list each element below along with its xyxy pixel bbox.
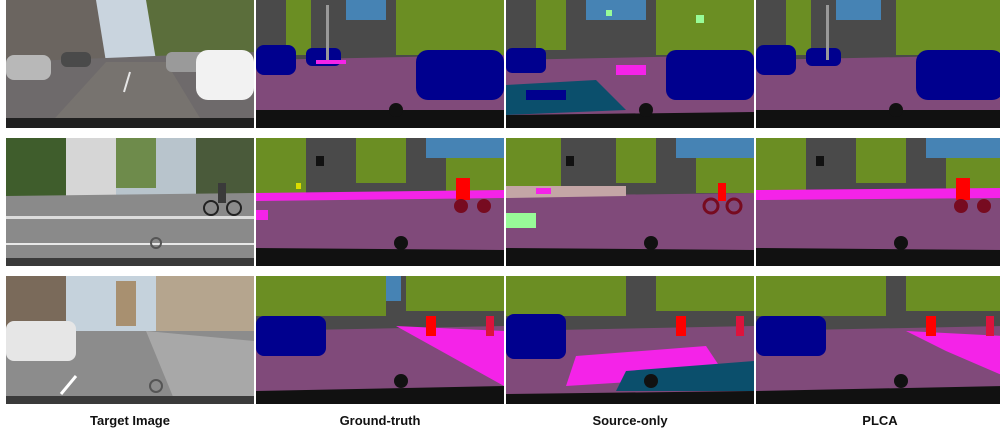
plca-segmentation-1 bbox=[756, 0, 1000, 128]
plca-map-3 bbox=[756, 276, 1000, 404]
caption-ground-truth: Ground-truth bbox=[339, 413, 421, 428]
ground-truth-map-3 bbox=[256, 276, 504, 404]
caption-source-only: Source-only bbox=[592, 413, 668, 428]
example-row-2 bbox=[6, 138, 1000, 266]
target-image-2 bbox=[6, 138, 254, 266]
source-only-map-3 bbox=[506, 276, 754, 404]
street-photo-1 bbox=[6, 0, 254, 128]
target-image-1 bbox=[6, 0, 254, 128]
example-row-3 bbox=[6, 276, 1000, 404]
plca-map-1 bbox=[756, 0, 1000, 128]
plca-map-2 bbox=[756, 138, 1000, 266]
plca-segmentation-2 bbox=[756, 138, 1000, 266]
source-only-map-1 bbox=[506, 0, 754, 128]
caption-plca: PLCA bbox=[862, 413, 898, 428]
source-only-segmentation-2 bbox=[506, 138, 754, 266]
ground-truth-map-2 bbox=[256, 138, 504, 266]
ground-truth-segmentation-1 bbox=[256, 0, 504, 128]
ground-truth-segmentation-3 bbox=[256, 276, 504, 404]
target-image-3 bbox=[6, 276, 254, 404]
source-only-map-2 bbox=[506, 138, 754, 266]
ground-truth-map-1 bbox=[256, 0, 504, 128]
example-row-1 bbox=[6, 0, 1000, 128]
street-photo-3 bbox=[6, 276, 254, 404]
caption-target-image: Target Image bbox=[90, 413, 170, 428]
source-only-segmentation-1 bbox=[506, 0, 754, 128]
ground-truth-segmentation-2 bbox=[256, 138, 504, 266]
street-photo-2 bbox=[6, 138, 254, 266]
source-only-segmentation-3 bbox=[506, 276, 754, 404]
plca-segmentation-3 bbox=[756, 276, 1000, 404]
